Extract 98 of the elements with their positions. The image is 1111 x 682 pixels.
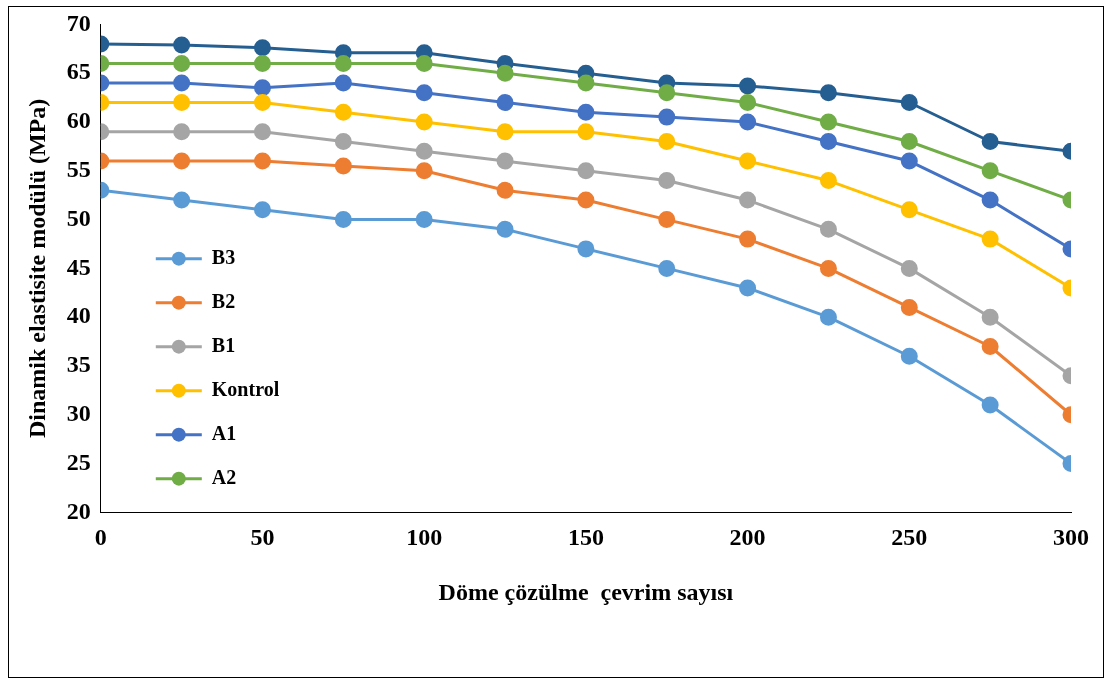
point — [658, 84, 676, 102]
point — [739, 279, 757, 297]
point — [819, 308, 837, 326]
point — [415, 211, 433, 229]
point — [334, 157, 352, 175]
point — [254, 39, 271, 57]
point — [658, 259, 676, 277]
y-tick-label: 20 — [66, 497, 91, 524]
x-tick-label: 100 — [406, 524, 443, 550]
point — [577, 162, 595, 180]
point — [900, 152, 918, 170]
point — [658, 108, 676, 126]
y-tick-label: 65 — [66, 58, 91, 85]
point — [415, 113, 433, 131]
point — [658, 211, 676, 229]
point — [658, 172, 676, 190]
legend-label: A2 — [211, 465, 237, 488]
point — [173, 191, 191, 209]
point — [739, 93, 757, 111]
legend-label: B3 — [211, 245, 236, 268]
point — [577, 74, 595, 92]
point — [819, 172, 837, 190]
point — [173, 123, 191, 141]
point — [496, 220, 514, 238]
point — [981, 162, 999, 180]
point — [981, 396, 999, 414]
point — [254, 54, 271, 72]
point — [415, 142, 433, 160]
point — [739, 191, 757, 209]
point — [577, 191, 595, 209]
point — [334, 54, 352, 72]
point — [900, 93, 918, 111]
y-tick-label: 25 — [66, 448, 91, 475]
point — [739, 77, 757, 95]
y-tick-label: 50 — [66, 204, 91, 231]
point — [254, 201, 271, 219]
point — [254, 123, 271, 141]
x-tick-label: 250 — [891, 524, 928, 550]
legend-label: B2 — [211, 289, 236, 312]
point — [900, 201, 918, 219]
x-tick-label: 200 — [729, 524, 766, 550]
point — [415, 84, 433, 102]
point — [900, 133, 918, 151]
y-tick-label: 45 — [66, 253, 91, 280]
point — [819, 113, 837, 131]
point — [334, 103, 352, 121]
point — [496, 123, 514, 141]
point — [496, 93, 514, 111]
legend-label: B1 — [211, 333, 236, 356]
point — [819, 220, 837, 238]
point — [254, 93, 271, 111]
point — [819, 84, 837, 102]
point — [900, 347, 918, 365]
point — [173, 152, 191, 170]
point — [739, 152, 757, 170]
point — [739, 230, 757, 248]
y-axis-title: Dinamik elastisite modülü (MPa) — [23, 98, 50, 439]
point — [496, 181, 514, 199]
y-tick-label: 40 — [66, 302, 91, 329]
point — [334, 211, 352, 229]
point — [577, 103, 595, 121]
point — [981, 230, 999, 248]
point — [415, 54, 433, 72]
y-tick-label: 35 — [66, 351, 91, 378]
y-tick-label: 55 — [66, 156, 91, 182]
y-tick-label: 60 — [66, 107, 91, 134]
y-tick-label: 30 — [66, 400, 91, 426]
point — [173, 93, 191, 111]
point — [981, 191, 999, 209]
y-tick-label: 70 — [66, 9, 91, 36]
point — [334, 74, 352, 92]
point — [900, 259, 918, 277]
point — [254, 152, 271, 170]
x-tick-label: 150 — [567, 524, 604, 550]
point — [173, 36, 191, 54]
point — [900, 298, 918, 316]
point — [658, 133, 676, 151]
x-tick-label: 0 — [94, 524, 107, 550]
point — [819, 133, 837, 151]
legend-label: Kontrol — [211, 377, 280, 400]
point — [334, 133, 352, 151]
point — [739, 113, 757, 131]
point — [173, 54, 191, 72]
legend-label: A1 — [211, 421, 237, 444]
point — [496, 64, 514, 82]
point — [577, 240, 595, 258]
point — [981, 133, 999, 151]
point — [819, 259, 837, 277]
point — [254, 79, 271, 97]
x-axis-title: Döme çözülme çevrim sayısı — [438, 578, 734, 605]
point — [173, 74, 191, 92]
point — [981, 308, 999, 326]
x-tick-label: 50 — [250, 524, 275, 550]
x-tick-label: 300 — [1053, 524, 1089, 550]
point — [415, 162, 433, 180]
point — [577, 123, 595, 141]
point — [981, 337, 999, 355]
point — [496, 152, 514, 170]
